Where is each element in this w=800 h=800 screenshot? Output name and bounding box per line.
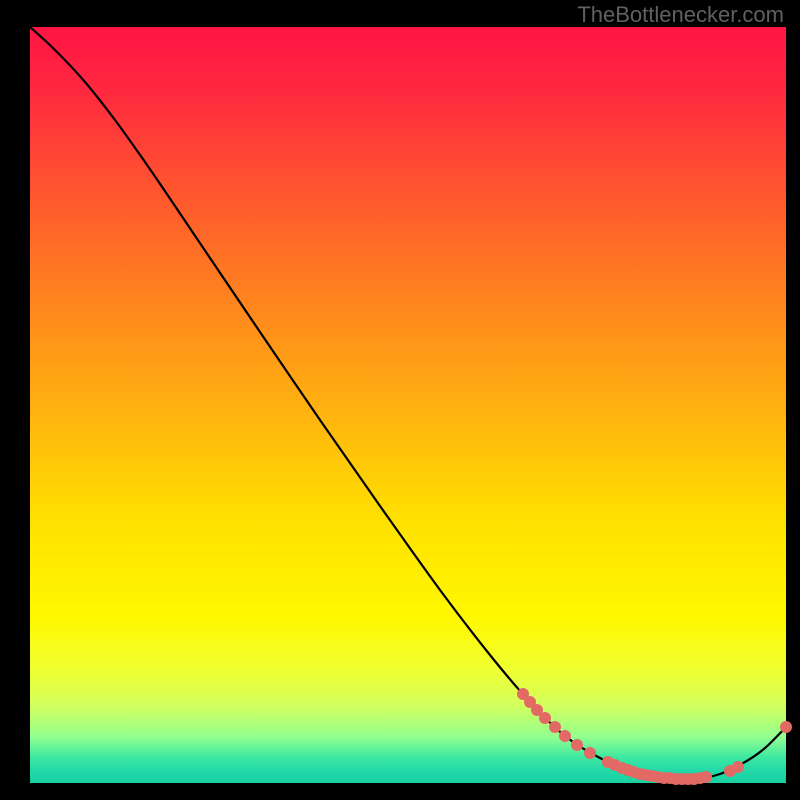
chart-stage: TheBottlenecker.com xyxy=(0,0,800,800)
watermark-text: TheBottlenecker.com xyxy=(577,2,784,28)
gradient-background xyxy=(30,27,786,783)
